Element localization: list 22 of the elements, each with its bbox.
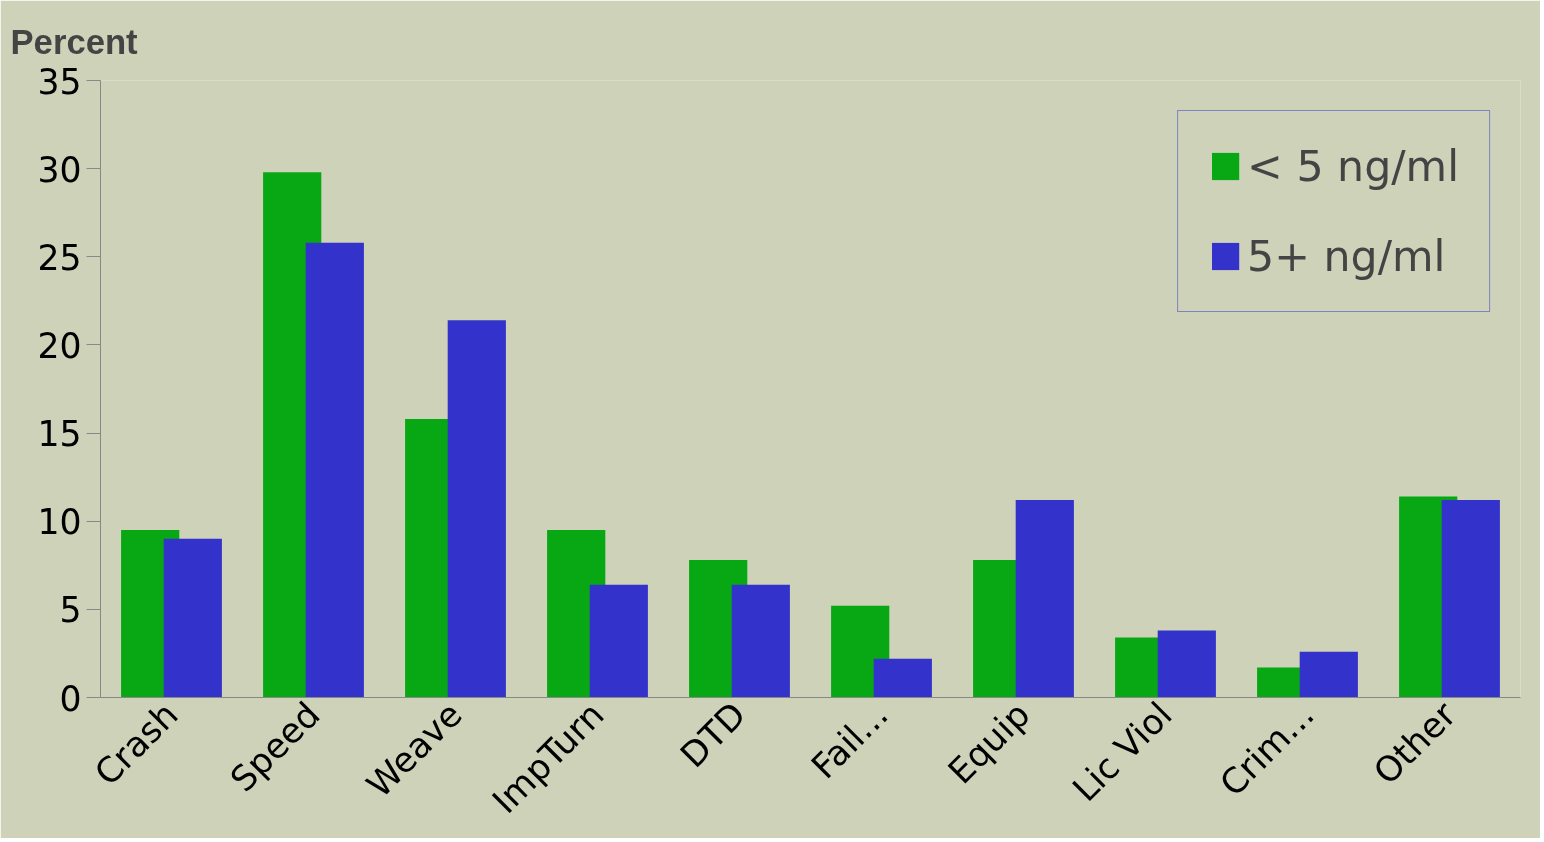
bar bbox=[731, 584, 790, 698]
bar bbox=[589, 584, 648, 698]
chart-title: Percent bbox=[10, 22, 139, 61]
y-tick-label: 20 bbox=[37, 325, 82, 366]
bar bbox=[163, 538, 222, 698]
y-tick-label: 5 bbox=[59, 590, 82, 631]
legend-label: 5+ ng/ml bbox=[1247, 231, 1446, 281]
bar bbox=[305, 242, 364, 698]
y-tick-label: 30 bbox=[37, 149, 82, 190]
bar bbox=[1441, 500, 1500, 698]
legend-label: < 5 ng/ml bbox=[1247, 141, 1459, 191]
bar bbox=[1015, 500, 1074, 698]
bar bbox=[1157, 630, 1216, 698]
y-tick-label: 15 bbox=[37, 414, 82, 455]
x-tick-label: Lic Viol bbox=[1064, 694, 1180, 810]
bar bbox=[447, 320, 506, 698]
y-tick-label: 10 bbox=[37, 502, 82, 543]
y-tick-label: 25 bbox=[37, 237, 82, 278]
y-tick-label: 35 bbox=[37, 61, 82, 102]
bar bbox=[1299, 651, 1358, 698]
y-tick-label: 0 bbox=[59, 678, 82, 719]
bar bbox=[873, 658, 932, 698]
